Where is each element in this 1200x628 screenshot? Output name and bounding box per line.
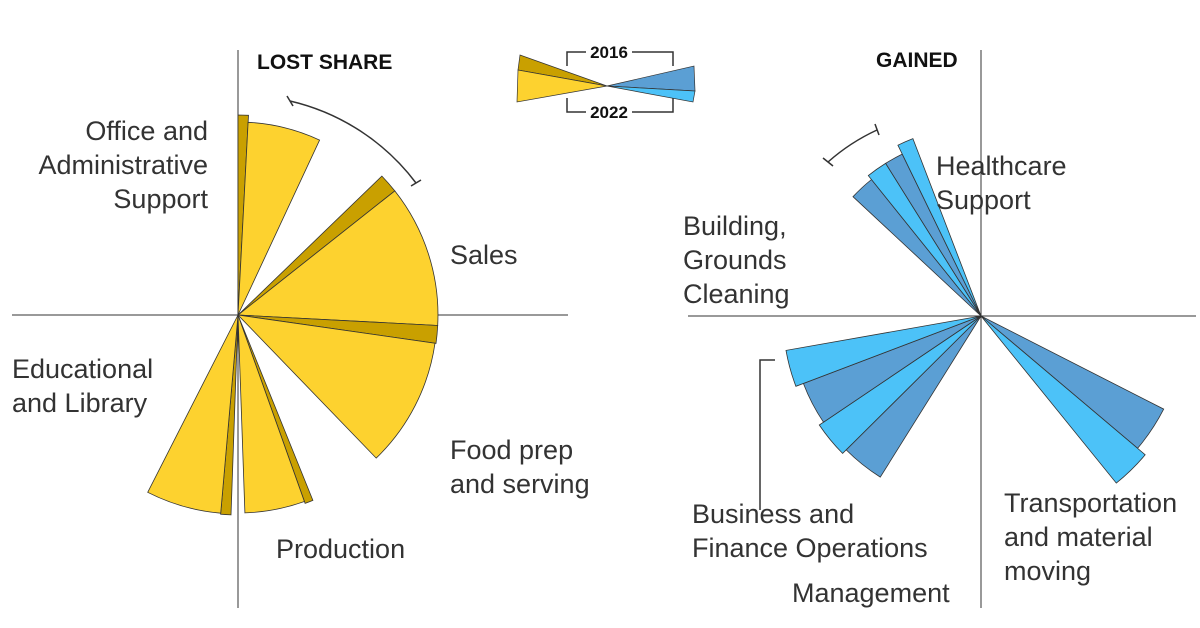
label-production: Production — [276, 534, 405, 564]
wedge-building-grounds-cleaning-2022 — [867, 162, 982, 317]
office-bracket-cap-top — [286, 95, 294, 107]
office-bracket — [289, 100, 417, 184]
healthcare-bracket — [827, 129, 878, 163]
wedge-business-and-finance-operations-2022 — [785, 315, 982, 387]
legend-bracket-top-left — [566, 51, 586, 66]
legend-year-2016: 2016 — [590, 43, 628, 62]
wedge-management-2022 — [818, 315, 982, 454]
wedge-food-prep-and-serving-2022 — [236, 314, 436, 459]
category-labels: Office and Administrative Support Sales Food… — [12, 116, 1177, 608]
wedge-production-2016 — [237, 314, 314, 504]
wedge-educational-and-library-2022 — [147, 314, 239, 514]
label-building-grounds-cleaning: Building, Grounds Cleaning — [683, 211, 790, 309]
business-leader-line — [759, 359, 775, 510]
legend-bracket-bottom-right — [632, 98, 674, 113]
healthcare-bracket-cap-left — [822, 157, 834, 167]
label-office-and-administrative-support: Office and Administrative Support — [38, 116, 208, 214]
label-healthcare-support: Healthcare Support — [936, 151, 1067, 215]
gained-wedges — [785, 138, 1165, 484]
label-management: Management — [792, 578, 950, 608]
legend-wedge-2022-lost — [516, 69, 608, 103]
year-legend: 2016 2022 — [516, 43, 696, 122]
legend-year-2022: 2022 — [590, 103, 628, 122]
legend-bracket-bottom-left — [566, 98, 586, 113]
wedge-office-and-administrative-support-2022 — [237, 121, 321, 316]
label-educational-and-library: Educational and Library — [12, 354, 153, 418]
wedge-production-2022 — [237, 314, 305, 514]
label-food-prep-and-serving: Food prep and serving — [450, 435, 590, 499]
label-sales: Sales — [450, 240, 518, 270]
gained-heading: GAINED — [876, 49, 958, 72]
office-bracket-cap-bottom — [410, 179, 422, 187]
wedge-sales-2022 — [236, 190, 439, 326]
label-business-and-finance-operations: Business and Finance Operations — [692, 499, 928, 563]
wedge-healthcare-support-2022 — [897, 138, 982, 317]
lost-share-wedges — [147, 114, 439, 516]
legend-bracket-top-right — [632, 51, 674, 66]
wedge-transportation-and-material-moving-2022 — [980, 315, 1146, 484]
label-transportation-and-material-moving: Transportation and material moving — [1004, 488, 1177, 586]
healthcare-bracket-cap-right — [874, 123, 880, 136]
lost-share-heading: LOST SHARE — [257, 51, 392, 74]
